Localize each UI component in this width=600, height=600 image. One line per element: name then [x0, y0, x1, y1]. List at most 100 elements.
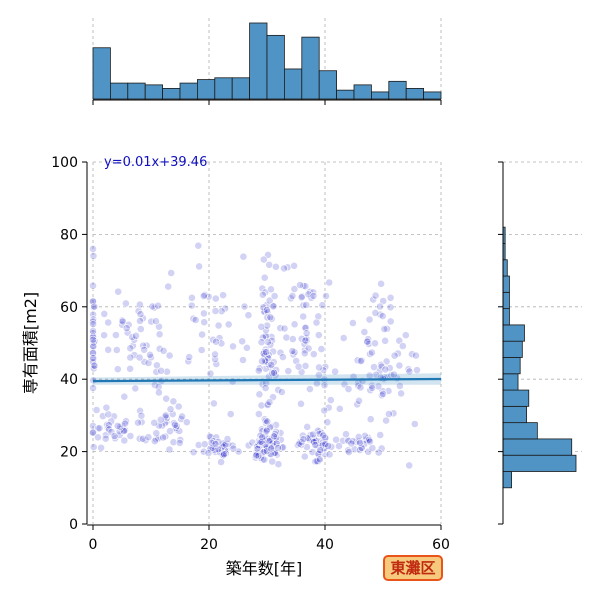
- x-tick-label: 40: [316, 537, 334, 553]
- scatter-point: [325, 450, 334, 459]
- y-hist-bar: [502, 357, 521, 375]
- scatter-point: [136, 316, 144, 325]
- scatter-point: [308, 448, 317, 456]
- scatter-point: [94, 433, 102, 442]
- scatter-point: [265, 260, 274, 269]
- scatter-point: [135, 434, 144, 443]
- scatter-point: [126, 364, 135, 373]
- scatter-point: [365, 437, 374, 446]
- scatter-point: [209, 399, 218, 408]
- scatter-point: [305, 385, 314, 393]
- scatter-point: [204, 449, 213, 457]
- scatter-point: [121, 419, 129, 428]
- scatter-point: [269, 302, 278, 311]
- scatter-point: [136, 310, 145, 319]
- scatter-point: [260, 455, 269, 464]
- scatter-point: [292, 357, 301, 365]
- scatter-point: [271, 430, 279, 438]
- scatter-point: [200, 318, 209, 327]
- y-tick-label: 0: [69, 517, 78, 533]
- scatter-point: [152, 367, 161, 376]
- scatter-point: [268, 457, 277, 466]
- regression-equation: y=0.01x+39.46: [104, 155, 207, 170]
- scatter-point: [102, 403, 111, 412]
- scatter-point: [258, 433, 267, 442]
- scatter-point: [90, 361, 99, 370]
- x-hist-bar: [127, 82, 146, 100]
- scatter-point: [239, 356, 247, 364]
- scatter-point: [159, 346, 168, 355]
- scatter-point: [89, 354, 98, 362]
- scatter-point: [376, 431, 385, 439]
- scatter-point: [367, 381, 376, 390]
- y-hist-bar: [502, 373, 519, 391]
- scatter-point: [255, 390, 264, 399]
- scatter-point: [288, 291, 297, 300]
- scatter-point: [89, 428, 97, 437]
- scatter-point: [384, 410, 393, 418]
- scatter-point: [89, 364, 98, 373]
- scatter-point: [165, 445, 174, 454]
- scatter-point: [89, 327, 97, 335]
- scatter-point: [326, 396, 335, 404]
- scatter-point: [368, 383, 377, 392]
- scatter-point: [122, 324, 131, 333]
- y-hist-bar: [502, 471, 512, 489]
- scatter-point: [95, 424, 104, 433]
- x-hist-bar: [318, 70, 338, 100]
- scatter-point: [379, 389, 387, 398]
- scatter-point: [263, 321, 271, 330]
- scatter-point: [261, 384, 270, 392]
- x-tick-label: 20: [200, 537, 218, 553]
- scatter-point: [107, 417, 116, 426]
- scatter-point: [197, 346, 206, 354]
- scatter-point: [331, 367, 339, 376]
- scatter-point: [271, 262, 280, 271]
- scatter-point: [262, 447, 271, 455]
- scatter-point: [280, 324, 289, 333]
- scatter-point: [194, 241, 203, 250]
- scatter-point: [309, 291, 318, 300]
- scatter-point: [161, 432, 170, 441]
- scatter-point: [151, 317, 160, 326]
- scatter-point: [194, 441, 203, 449]
- regression-line: [92, 377, 442, 383]
- y-hist-bar: [502, 405, 528, 424]
- scatter-point: [300, 349, 309, 358]
- scatter-point: [113, 365, 122, 374]
- scatter-point: [344, 385, 353, 393]
- x-tick-label: 60: [432, 537, 450, 553]
- scatter-point: [217, 458, 225, 466]
- scatter-point: [154, 383, 163, 391]
- scatter-point: [189, 314, 198, 323]
- x-hist-bar: [231, 77, 250, 100]
- scatter-point: [144, 359, 153, 367]
- ward-badge: 東灘区: [383, 555, 443, 581]
- scatter-point: [158, 421, 166, 430]
- x-hist-bar: [370, 91, 390, 100]
- scatter-point: [371, 291, 380, 300]
- scatter-point: [146, 350, 154, 359]
- scatter-point: [223, 435, 232, 443]
- y-hist-bar: [502, 308, 510, 326]
- y-hist-bar: [502, 389, 530, 407]
- scatter-point: [89, 384, 97, 392]
- y-hist-bar: [502, 291, 510, 310]
- scatter-point: [323, 418, 332, 427]
- scatter-point: [310, 437, 318, 446]
- scatter-point: [378, 312, 387, 320]
- scatter-point: [187, 293, 196, 302]
- scatter-point: [405, 367, 414, 376]
- scatter-point: [274, 444, 282, 452]
- scatter-point: [120, 436, 129, 445]
- scatter-point: [300, 346, 309, 354]
- scatter-point: [185, 353, 194, 361]
- scatter-point: [356, 383, 365, 392]
- scatter-point: [89, 443, 98, 451]
- scatter-point: [395, 361, 404, 370]
- scatter-point: [104, 345, 113, 354]
- scatter-point: [165, 351, 174, 360]
- scatter-point: [211, 350, 219, 359]
- scatter-point: [89, 251, 98, 260]
- scatter-point: [270, 432, 278, 441]
